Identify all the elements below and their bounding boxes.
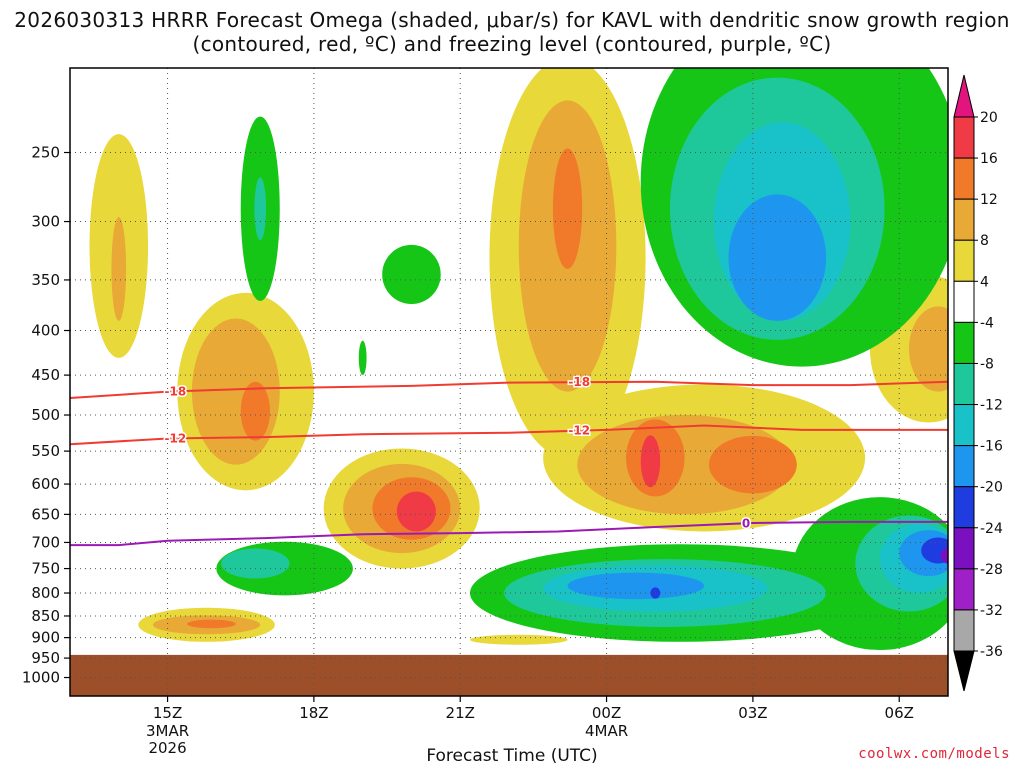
colorbar-label-2: 12 (980, 192, 998, 208)
y-tick-label-950: 950 (31, 649, 60, 667)
omega-blob-blue-d (728, 194, 827, 321)
colorbar-band-3 (953, 239, 975, 282)
colorbar-band-11 (953, 568, 975, 611)
dgz-minus12-line (70, 424, 948, 446)
omega-blob-blue-f (567, 572, 705, 600)
x-tick-sublabel-15Z-0: 3MAR (146, 722, 189, 740)
colorbar-band-0 (953, 116, 975, 159)
contours: -18 -18 -12 -12 0 (70, 374, 948, 547)
dgz-minus18-line (70, 380, 948, 399)
freezing-level-line (70, 520, 948, 547)
y-tick-label-450: 450 (31, 366, 60, 384)
y-tick-label-350: 350 (31, 271, 60, 289)
ground-region (70, 654, 948, 696)
x-tick-label-00Z: 00Z (592, 704, 621, 722)
colorbar-band-2 (953, 198, 975, 241)
y-tick-label-700: 700 (31, 533, 60, 551)
colorbar-bottom-arrow (953, 650, 975, 692)
dgz-minus18-label-1: -18 (568, 375, 590, 389)
colorbar-label-10: -24 (980, 521, 1003, 537)
colorbar-label-1: 16 (980, 151, 998, 167)
omega-blob-orange-g (908, 306, 948, 392)
omega-blob-purple-g (940, 547, 948, 564)
y-axis: 250 300 350 400 450 500 550 600 650 700 750 800 850 9… (22, 144, 70, 687)
colorbar-label-5: -4 (980, 315, 994, 331)
x-tick-label-06Z: 06Z (885, 704, 914, 722)
colorbar-label-3: 8 (980, 233, 989, 249)
y-tick-label-750: 750 (31, 560, 60, 578)
colorbar-label-0: 20 (980, 110, 998, 126)
y-tick-label-850: 850 (31, 607, 60, 625)
y-tick-label-400: 400 (31, 322, 60, 340)
omega-blob-darkorange-h (187, 619, 236, 629)
omega-shading (89, 68, 948, 651)
colorbar-label-4: 4 (980, 274, 989, 290)
y-tick-label-500: 500 (31, 406, 60, 424)
colorbar-label-8: -16 (980, 439, 1003, 455)
omega-blob-darkblue-g (921, 537, 948, 564)
y-tick-label-550: 550 (31, 442, 60, 460)
omega-blob-red-e (640, 435, 661, 488)
colorbar-band-7 (953, 404, 975, 447)
colorbar-label-6: -8 (980, 356, 994, 372)
dgz-minus18-label-0: -18 (165, 384, 187, 398)
omega-blob-teal-a (254, 177, 267, 241)
colorbar-band-1 (953, 157, 975, 200)
omega-blob-yellow-i (469, 634, 568, 645)
colorbar-label-13: -36 (980, 644, 1003, 660)
colorbar-top-arrow (953, 74, 975, 118)
omega-blob-teal-e (221, 548, 290, 579)
colorbar-label-12: -32 (980, 603, 1003, 619)
dgz-minus12-label-0: -12 (165, 431, 187, 445)
omega-blob-green-b (382, 244, 441, 305)
chart-title: 2026030313 HRRR Forecast Omega (shaded, … (14, 8, 1010, 56)
colorbar-label-9: -20 (980, 480, 1003, 496)
x-axis-label: Forecast Time (UTC) (426, 746, 598, 766)
colorbar-band-5 (953, 321, 975, 364)
omega-blob-darkorange-d (552, 148, 583, 269)
credit-text: coolwx.com/models (858, 746, 1010, 762)
colorbar-band-10 (953, 527, 975, 570)
colorbar-band-6 (953, 362, 975, 406)
y-tick-label-600: 600 (31, 475, 60, 493)
x-tick-label-18Z: 18Z (299, 704, 328, 722)
x-tick-label-03Z: 03Z (738, 704, 767, 722)
y-tick-label-250: 250 (31, 144, 60, 162)
omega-blob-orange-b (191, 318, 280, 465)
omega-blob-darkorange-b (240, 381, 270, 441)
omega-blob-orange-a (111, 216, 127, 321)
omega-blob-darkorange-f (708, 435, 797, 494)
y-tick-label-1000: 1000 (22, 669, 60, 687)
colorbar-band-8 (953, 445, 975, 488)
x-tick-label-15Z: 15Z (153, 704, 182, 722)
y-tick-label-300: 300 (31, 213, 60, 231)
x-tick-label-21Z: 21Z (446, 704, 475, 722)
dgz-minus12-label-1: -12 (568, 424, 590, 438)
y-tick-label-900: 900 (31, 629, 60, 647)
omega-blob-green-c (358, 340, 367, 376)
colorbar-label-11: -28 (980, 562, 1003, 578)
omega-blob-red-c (396, 491, 436, 532)
ground-fill (70, 654, 948, 696)
freezing-level-label-0: 0 (742, 516, 750, 530)
colorbar-band-4 (953, 280, 975, 323)
x-tick-sublabel-00Z-0: 4MAR (585, 722, 628, 740)
colorbar-band-9 (953, 486, 975, 529)
plot-frame (69, 67, 949, 697)
x-tick-sublabel-15Z-1: 2026 (148, 739, 186, 757)
colorbar-band-12 (953, 609, 975, 652)
y-tick-label-650: 650 (31, 505, 60, 523)
colorbar-label-7: -12 (980, 398, 1003, 414)
y-tick-label-800: 800 (31, 584, 60, 602)
colorbar: 20 16 12 8 4 -4 -8 -12 -16 -20 -24 -28 -32 -36 (953, 74, 1003, 692)
